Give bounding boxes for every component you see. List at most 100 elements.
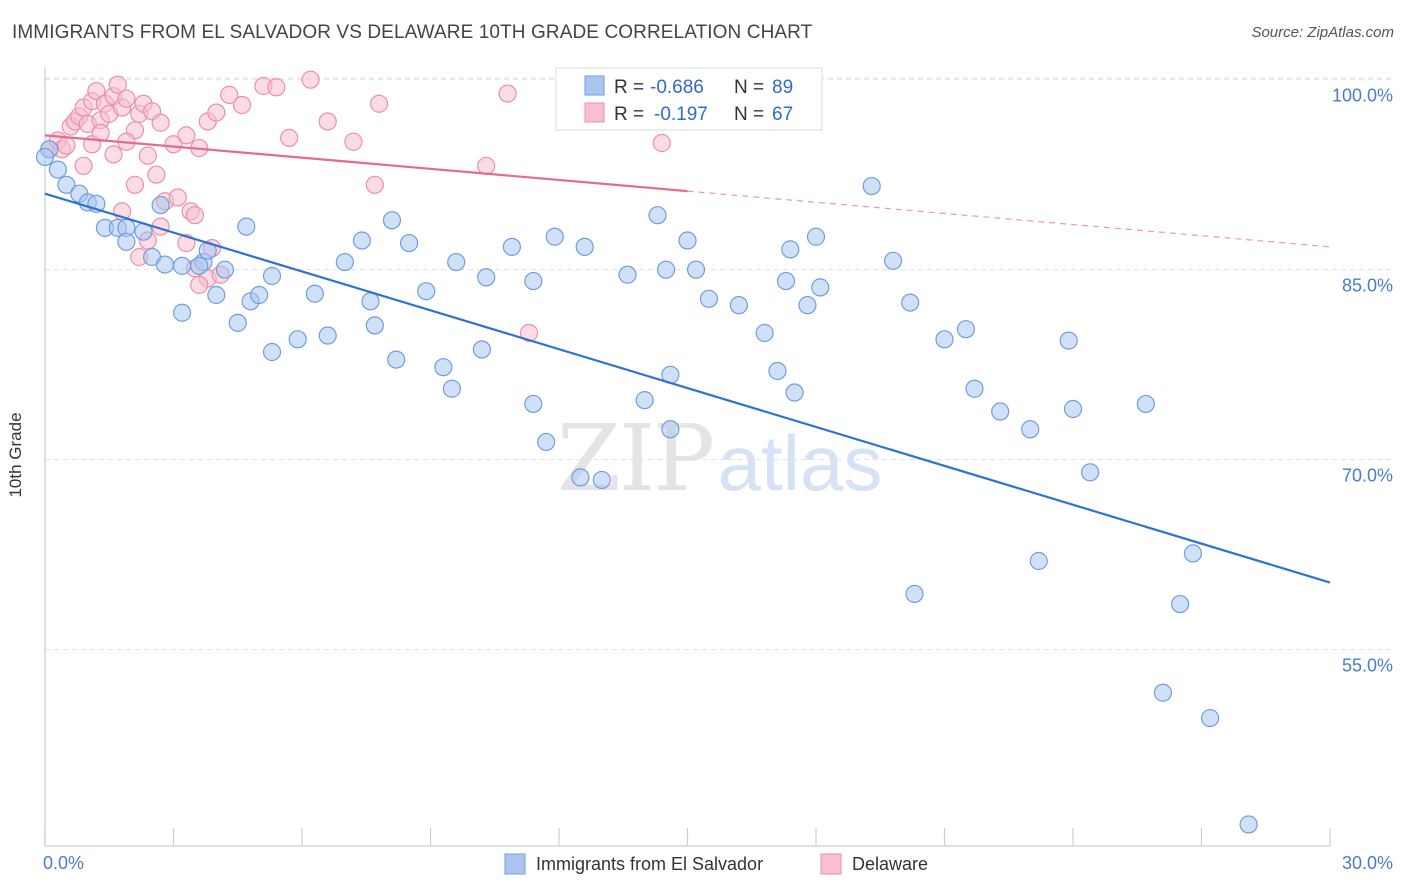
delaware-point-28	[220, 85, 239, 104]
el-salvador-point-48	[228, 313, 247, 332]
el-salvador-point-36	[699, 289, 719, 308]
el-salvador-point-52	[361, 292, 380, 311]
delaware-point-15	[108, 75, 127, 94]
delaware-point-37	[74, 156, 93, 175]
delaware-point-39	[91, 123, 110, 142]
el-salvador-point-41	[806, 227, 826, 246]
bottom-legend-swatch-blue	[504, 853, 526, 875]
el-salvador-point-88	[35, 147, 55, 167]
delaware-point-40	[104, 145, 123, 164]
delaware-point-56	[190, 275, 209, 294]
el-salvador-point-68	[755, 323, 774, 343]
legend-n-value-pink: 67	[772, 104, 793, 125]
bottom-legend-swatch-pink	[820, 853, 842, 875]
y-tick-label-55: 55.0%	[1342, 656, 1393, 676]
el-salvador-point-87	[1239, 815, 1258, 834]
el-salvador-point-13	[172, 256, 192, 275]
delaware-point-66	[519, 323, 539, 343]
el-salvador-point-56	[442, 379, 462, 398]
el-salvador-point-37	[729, 296, 749, 315]
bottom-legend-label-blue: Immigrants from El Salvador	[536, 854, 763, 874]
el-salvador-point-69	[862, 176, 881, 196]
delaware-point-22	[151, 113, 170, 132]
el-salvador-point-82	[1029, 551, 1048, 571]
el-salvador-point-20	[335, 252, 354, 272]
delaware-point-17	[117, 89, 136, 108]
delaware-point-36	[147, 165, 166, 184]
el-salvador-point-24	[417, 282, 436, 301]
el-salvador-point-64	[635, 391, 654, 410]
el-salvador-point-77	[1021, 420, 1040, 439]
el-salvador-point-1	[48, 160, 67, 179]
el-salvador-point-67	[811, 278, 830, 297]
el-salvador-point-45	[190, 256, 209, 275]
el-salvador-point-66	[785, 383, 804, 402]
trend-lines	[44, 134, 1331, 584]
el-salvador-points	[35, 140, 1258, 834]
el-salvador-point-43	[250, 285, 269, 305]
x-axis	[44, 67, 1331, 847]
el-salvador-trend-line	[44, 192, 1331, 584]
el-salvador-point-12	[155, 255, 175, 274]
legend-swatch-blue	[584, 75, 605, 96]
legend-r-value-blue: -0.686	[650, 77, 704, 98]
el-salvador-point-84	[1170, 594, 1190, 614]
el-salvador-point-39	[776, 271, 796, 291]
delaware-point-42	[125, 175, 145, 194]
el-salvador-point-74	[965, 379, 984, 398]
el-salvador-point-23	[399, 233, 419, 253]
legend-r-label-blue: R =	[614, 77, 644, 98]
delaware-point-23	[164, 135, 183, 154]
el-salvador-point-28	[524, 271, 543, 291]
el-salvador-point-21	[352, 231, 372, 250]
legend-r-label-pink: R =	[614, 104, 644, 125]
delaware-point-29	[232, 95, 252, 115]
el-salvador-point-53	[365, 316, 384, 335]
delaware-point-24	[177, 126, 196, 145]
el-salvador-point-30	[575, 237, 594, 256]
el-salvador-point-29	[545, 227, 564, 246]
delaware-point-10	[87, 81, 106, 101]
el-salvador-point-59	[537, 432, 556, 452]
el-salvador-point-72	[956, 320, 976, 339]
el-salvador-point-79	[1081, 463, 1100, 482]
delaware-points	[40, 70, 671, 343]
delaware-point-33	[301, 70, 320, 89]
legend-swatch-pink	[584, 102, 605, 123]
el-salvador-point-80	[1136, 394, 1155, 414]
delaware-point-53	[168, 188, 187, 207]
delaware-point-3	[57, 136, 76, 155]
legend-r-value-pink: -0.197	[654, 104, 708, 125]
watermark-zip: ZIP	[557, 405, 713, 512]
delaware-trend-line	[44, 134, 688, 193]
el-salvador-point-85	[1153, 683, 1173, 702]
correlation-legend: R = -0.686 N = 89 R = -0.197 N = 67	[555, 67, 823, 131]
delaware-point-32	[280, 128, 299, 148]
el-salvador-point-31	[618, 265, 637, 284]
el-salvador-point-16	[151, 195, 170, 215]
series-legend: Immigrants from El Salvador Delaware	[504, 853, 928, 875]
el-salvador-point-54	[387, 350, 406, 369]
el-salvador-point-65	[768, 361, 787, 381]
el-salvador-point-75	[991, 402, 1010, 421]
el-salvador-point-19	[305, 284, 324, 303]
el-salvador-point-81	[905, 584, 924, 604]
el-salvador-point-35	[686, 260, 706, 279]
el-salvador-point-27	[502, 237, 521, 256]
el-salvador-point-40	[798, 296, 817, 315]
el-salvador-point-25	[447, 252, 466, 272]
grid	[45, 77, 1392, 651]
el-salvador-point-71	[901, 293, 920, 312]
delaware-trend-extension	[687, 190, 1331, 248]
el-salvador-point-47	[207, 285, 226, 305]
el-salvador-point-46	[172, 303, 192, 322]
el-salvador-point-58	[524, 394, 543, 414]
el-salvador-point-51	[318, 326, 337, 345]
legend-n-value-blue: 89	[772, 77, 793, 98]
delaware-point-55	[185, 206, 205, 225]
y-tick-label-100: 100.0%	[1332, 86, 1393, 106]
el-salvador-point-50	[288, 330, 307, 349]
el-salvador-point-34	[678, 231, 697, 250]
delaware-point-58	[365, 175, 384, 194]
